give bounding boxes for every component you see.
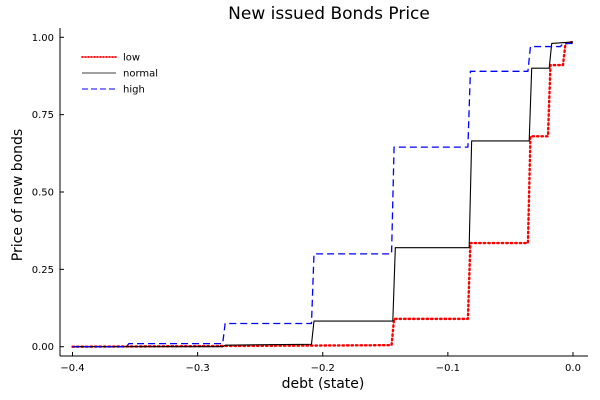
axis-ticks: −0.4 −0.3 −0.2 −0.1 0.0 0.00 0.25 0.50 0.75 1.00 (32, 33, 581, 374)
y-tick-label: 0.50 (32, 188, 54, 199)
y-tick-label: 1.00 (32, 33, 54, 44)
x-tick-label: 0.0 (565, 363, 581, 374)
x-axis-label: debt (state) (282, 376, 365, 392)
legend: low normal high (81, 53, 158, 96)
legend-label-low: low (123, 53, 140, 64)
y-tick-label: 0.25 (32, 265, 54, 276)
x-tick-label: −0.1 (436, 363, 460, 374)
series-line-high (72, 42, 573, 348)
series-layer (71, 40, 575, 348)
y-tick-label: 0.75 (32, 110, 54, 121)
legend-label-normal: normal (123, 69, 158, 80)
x-tick-label: −0.4 (60, 363, 84, 374)
series-line-normal (72, 41, 574, 348)
y-axis-label: Price of new bonds (10, 129, 26, 261)
y-tick-label: 0.00 (32, 342, 54, 353)
series-line-low (71, 40, 575, 348)
x-tick-label: −0.3 (185, 363, 209, 374)
legend-label-high: high (123, 85, 145, 96)
x-tick-label: −0.2 (311, 363, 335, 374)
chart-title: New issued Bonds Price (228, 4, 430, 24)
